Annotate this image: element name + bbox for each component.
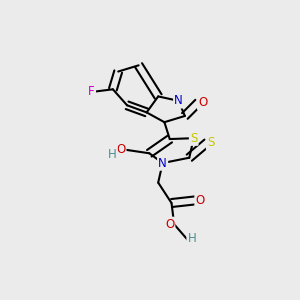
Text: O: O [116,143,125,156]
Text: N: N [158,157,167,169]
Text: N: N [174,94,183,107]
Text: F: F [88,85,95,98]
Text: S: S [207,136,214,149]
Text: O: O [198,96,207,109]
Text: S: S [190,132,197,145]
Text: H: H [188,232,196,245]
Text: O: O [165,218,174,231]
Text: O: O [196,194,205,207]
Text: H: H [108,148,116,161]
